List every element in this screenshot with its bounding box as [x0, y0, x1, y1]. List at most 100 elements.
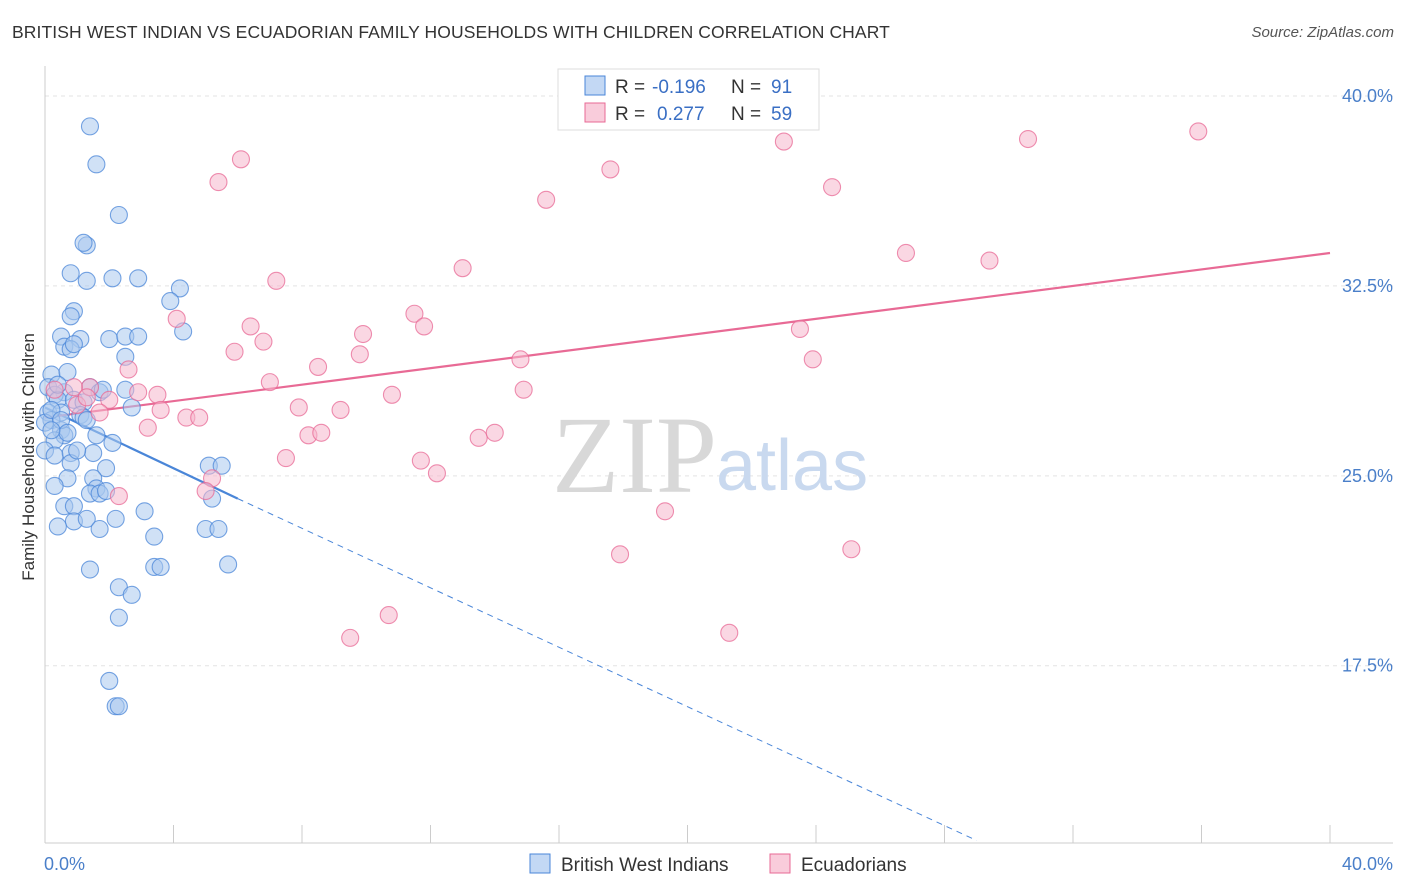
point-ecuadorians: [511, 350, 530, 369]
point-british-west-indians: [109, 608, 128, 627]
point-british-west-indians: [61, 307, 80, 326]
point-ecuadorians: [309, 357, 328, 376]
trend-line-ecuadorians: [44, 251, 1331, 419]
data-points: [35, 117, 1208, 716]
point-ecuadorians: [842, 540, 861, 559]
point-british-west-indians: [77, 509, 96, 528]
point-ecuadorians: [241, 317, 260, 336]
legend-n-label-1: N =: [731, 77, 761, 98]
watermark-zip: ZIP: [552, 394, 717, 516]
point-ecuadorians: [415, 317, 434, 336]
watermark-atlas: atlas: [716, 426, 868, 506]
point-ecuadorians: [331, 400, 350, 420]
chart-source: Source: ZipAtlas.com: [1251, 24, 1394, 41]
point-ecuadorians: [138, 418, 157, 437]
x-tick-labels: 0.0% 40.0%: [44, 854, 1393, 874]
point-ecuadorians: [190, 408, 209, 427]
point-british-west-indians: [74, 233, 93, 252]
point-ecuadorians: [350, 345, 369, 364]
point-ecuadorians: [803, 350, 822, 369]
point-british-west-indians: [90, 519, 109, 539]
point-british-west-indians: [122, 398, 141, 417]
point-british-west-indians: [45, 476, 64, 496]
point-ecuadorians: [427, 464, 446, 483]
point-british-west-indians: [61, 264, 80, 283]
point-ecuadorians: [379, 606, 398, 625]
legend-n-value-2: 59: [771, 104, 792, 125]
point-ecuadorians: [382, 385, 402, 404]
point-british-west-indians: [103, 269, 122, 288]
point-ecuadorians: [109, 487, 128, 506]
point-british-west-indians: [80, 560, 100, 579]
point-ecuadorians: [64, 378, 83, 397]
point-british-west-indians: [106, 509, 125, 528]
point-ecuadorians: [196, 481, 215, 501]
point-ecuadorians: [485, 423, 504, 442]
point-ecuadorians: [655, 502, 675, 521]
point-ecuadorians: [151, 400, 170, 420]
legend-r-label-1: R =: [615, 77, 645, 98]
legend-r-value-2: 0.277: [657, 104, 705, 125]
point-ecuadorians: [980, 251, 999, 270]
point-british-west-indians: [219, 555, 238, 574]
point-ecuadorians: [289, 398, 308, 417]
point-british-west-indians: [129, 269, 148, 288]
point-british-west-indians: [87, 426, 106, 445]
point-british-west-indians: [161, 292, 180, 311]
point-ecuadorians: [231, 150, 251, 169]
point-ecuadorians: [167, 309, 186, 328]
point-british-west-indians: [135, 502, 154, 521]
point-ecuadorians: [77, 388, 96, 407]
point-ecuadorians: [45, 380, 64, 399]
y-axis-title: Family Households with Children: [19, 333, 38, 581]
point-british-west-indians: [58, 423, 77, 442]
point-ecuadorians: [896, 243, 916, 263]
point-ecuadorians: [774, 132, 793, 151]
point-ecuadorians: [119, 360, 138, 379]
y-tick-label: 40.0%: [1342, 86, 1393, 106]
point-british-west-indians: [84, 443, 103, 463]
legend-n-label-2: N =: [731, 104, 761, 125]
point-british-west-indians: [103, 433, 122, 452]
point-ecuadorians: [601, 160, 620, 179]
point-british-west-indians: [87, 155, 106, 174]
chart-title: BRITISH WEST INDIAN VS ECUADORIAN FAMILY…: [12, 22, 890, 42]
point-british-west-indians: [212, 456, 231, 475]
point-ecuadorians: [209, 173, 228, 192]
legend-n-value-1: 91: [771, 77, 792, 98]
point-ecuadorians: [537, 190, 556, 209]
point-british-west-indians: [64, 335, 83, 354]
series-legend: British West Indians Ecuadorians: [529, 853, 907, 876]
point-ecuadorians: [411, 451, 430, 470]
point-ecuadorians: [353, 324, 373, 344]
point-ecuadorians: [100, 390, 119, 409]
point-british-west-indians: [109, 205, 128, 225]
grid-lines: [45, 95, 1393, 667]
point-british-west-indians: [80, 117, 100, 136]
point-ecuadorians: [469, 428, 488, 447]
point-ecuadorians: [312, 423, 331, 442]
point-ecuadorians: [225, 342, 244, 361]
point-british-west-indians: [145, 527, 164, 546]
point-british-west-indians: [100, 330, 119, 349]
point-british-west-indians: [45, 446, 64, 465]
y-tick-label: 32.5%: [1342, 276, 1393, 296]
legend-r-label-2: R =: [615, 104, 645, 125]
series-swatch-ecuadorians: [769, 853, 791, 874]
watermark: ZIP atlas: [552, 394, 868, 516]
point-british-west-indians: [58, 362, 77, 382]
point-ecuadorians: [405, 304, 424, 323]
point-british-west-indians: [96, 459, 116, 478]
point-british-west-indians: [129, 327, 148, 346]
series-label-ecuadorians: Ecuadorians: [801, 855, 907, 876]
trend-lines: [44, 251, 1331, 841]
series-label-british-west-indians: British West Indians: [561, 855, 729, 876]
point-british-west-indians: [68, 441, 87, 460]
point-ecuadorians: [260, 373, 279, 392]
series-swatch-british-west-indians: [529, 853, 551, 874]
point-british-west-indians: [170, 279, 189, 298]
point-british-west-indians: [77, 271, 96, 290]
point-british-west-indians: [42, 421, 61, 440]
point-ecuadorians: [276, 449, 295, 468]
